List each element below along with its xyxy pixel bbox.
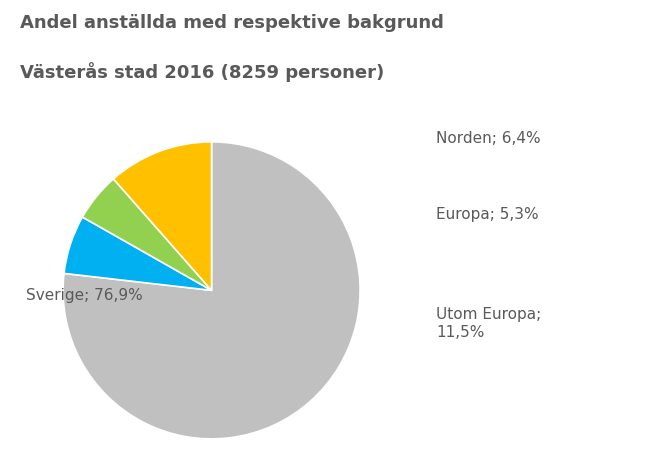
Wedge shape xyxy=(63,142,360,439)
Wedge shape xyxy=(64,217,212,290)
Text: Norden; 6,4%: Norden; 6,4% xyxy=(436,130,541,146)
Text: Västerås stad 2016 (8259 personer): Västerås stad 2016 (8259 personer) xyxy=(20,62,384,82)
Text: Utom Europa;
11,5%: Utom Europa; 11,5% xyxy=(436,307,542,340)
Text: Andel anställda med respektive bakgrund: Andel anställda med respektive bakgrund xyxy=(20,14,443,32)
Wedge shape xyxy=(83,179,212,290)
Text: Europa; 5,3%: Europa; 5,3% xyxy=(436,207,539,222)
Text: Sverige; 76,9%: Sverige; 76,9% xyxy=(26,288,143,303)
Wedge shape xyxy=(113,142,212,290)
